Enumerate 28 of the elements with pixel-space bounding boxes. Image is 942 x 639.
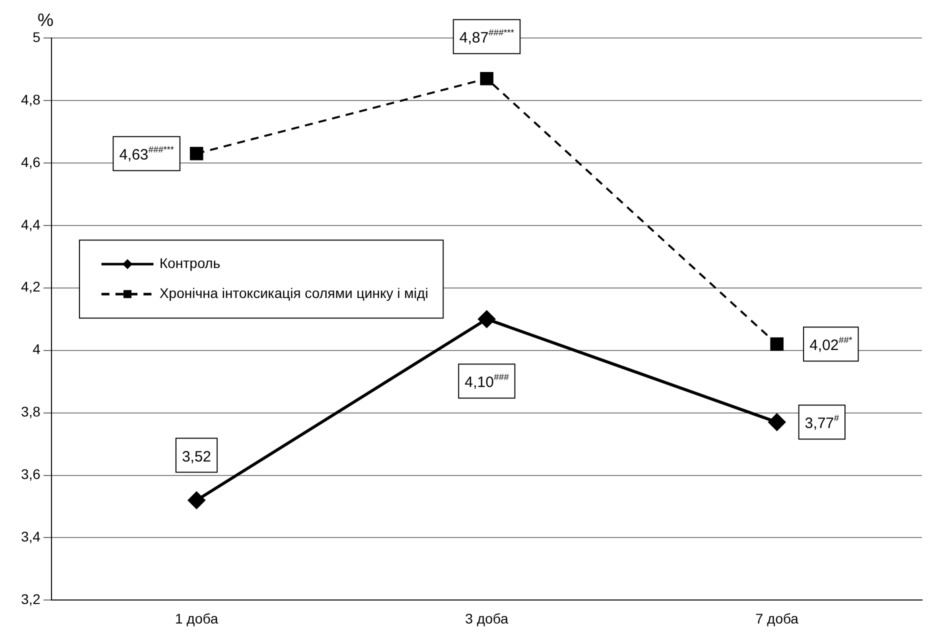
y-axis-title: % (37, 10, 54, 30)
y-tick-label: 3,2 (20, 591, 41, 608)
y-tick-label: 4,6 (20, 154, 41, 170)
point (188, 492, 206, 509)
x-tick-label: 3 доба (465, 610, 508, 626)
y-tick-label: 4 (32, 341, 41, 358)
point (478, 310, 496, 328)
y-tick-label: 4,8 (20, 91, 41, 108)
y-tick-label: 4,2 (20, 278, 41, 295)
legend-label: Контроль (159, 254, 220, 271)
data-label: 3,77# (804, 413, 840, 432)
y-tick-label: 5 (32, 28, 41, 45)
data-label: 4,87###*** (459, 28, 515, 47)
y-tick-label: 4,4 (20, 216, 41, 232)
data-label: 4,02##* (810, 335, 853, 354)
point (480, 72, 494, 86)
legend-label: Хронічна інтоксикація солями цинку і міді (159, 284, 428, 301)
x-tick-label: 7 доба (755, 610, 799, 626)
point (768, 414, 786, 431)
point (770, 337, 784, 351)
y-tick-label: 3,4 (20, 528, 41, 545)
data-label: 4,63###*** (119, 144, 174, 164)
x-tick-label: 1 доба (174, 610, 218, 626)
y-tick-label: 3,8 (20, 404, 41, 420)
data-label: 3,52 (182, 448, 212, 466)
data-label: 4,10### (464, 372, 509, 392)
point (190, 146, 204, 160)
y-tick-label: 3,6 (20, 466, 41, 482)
